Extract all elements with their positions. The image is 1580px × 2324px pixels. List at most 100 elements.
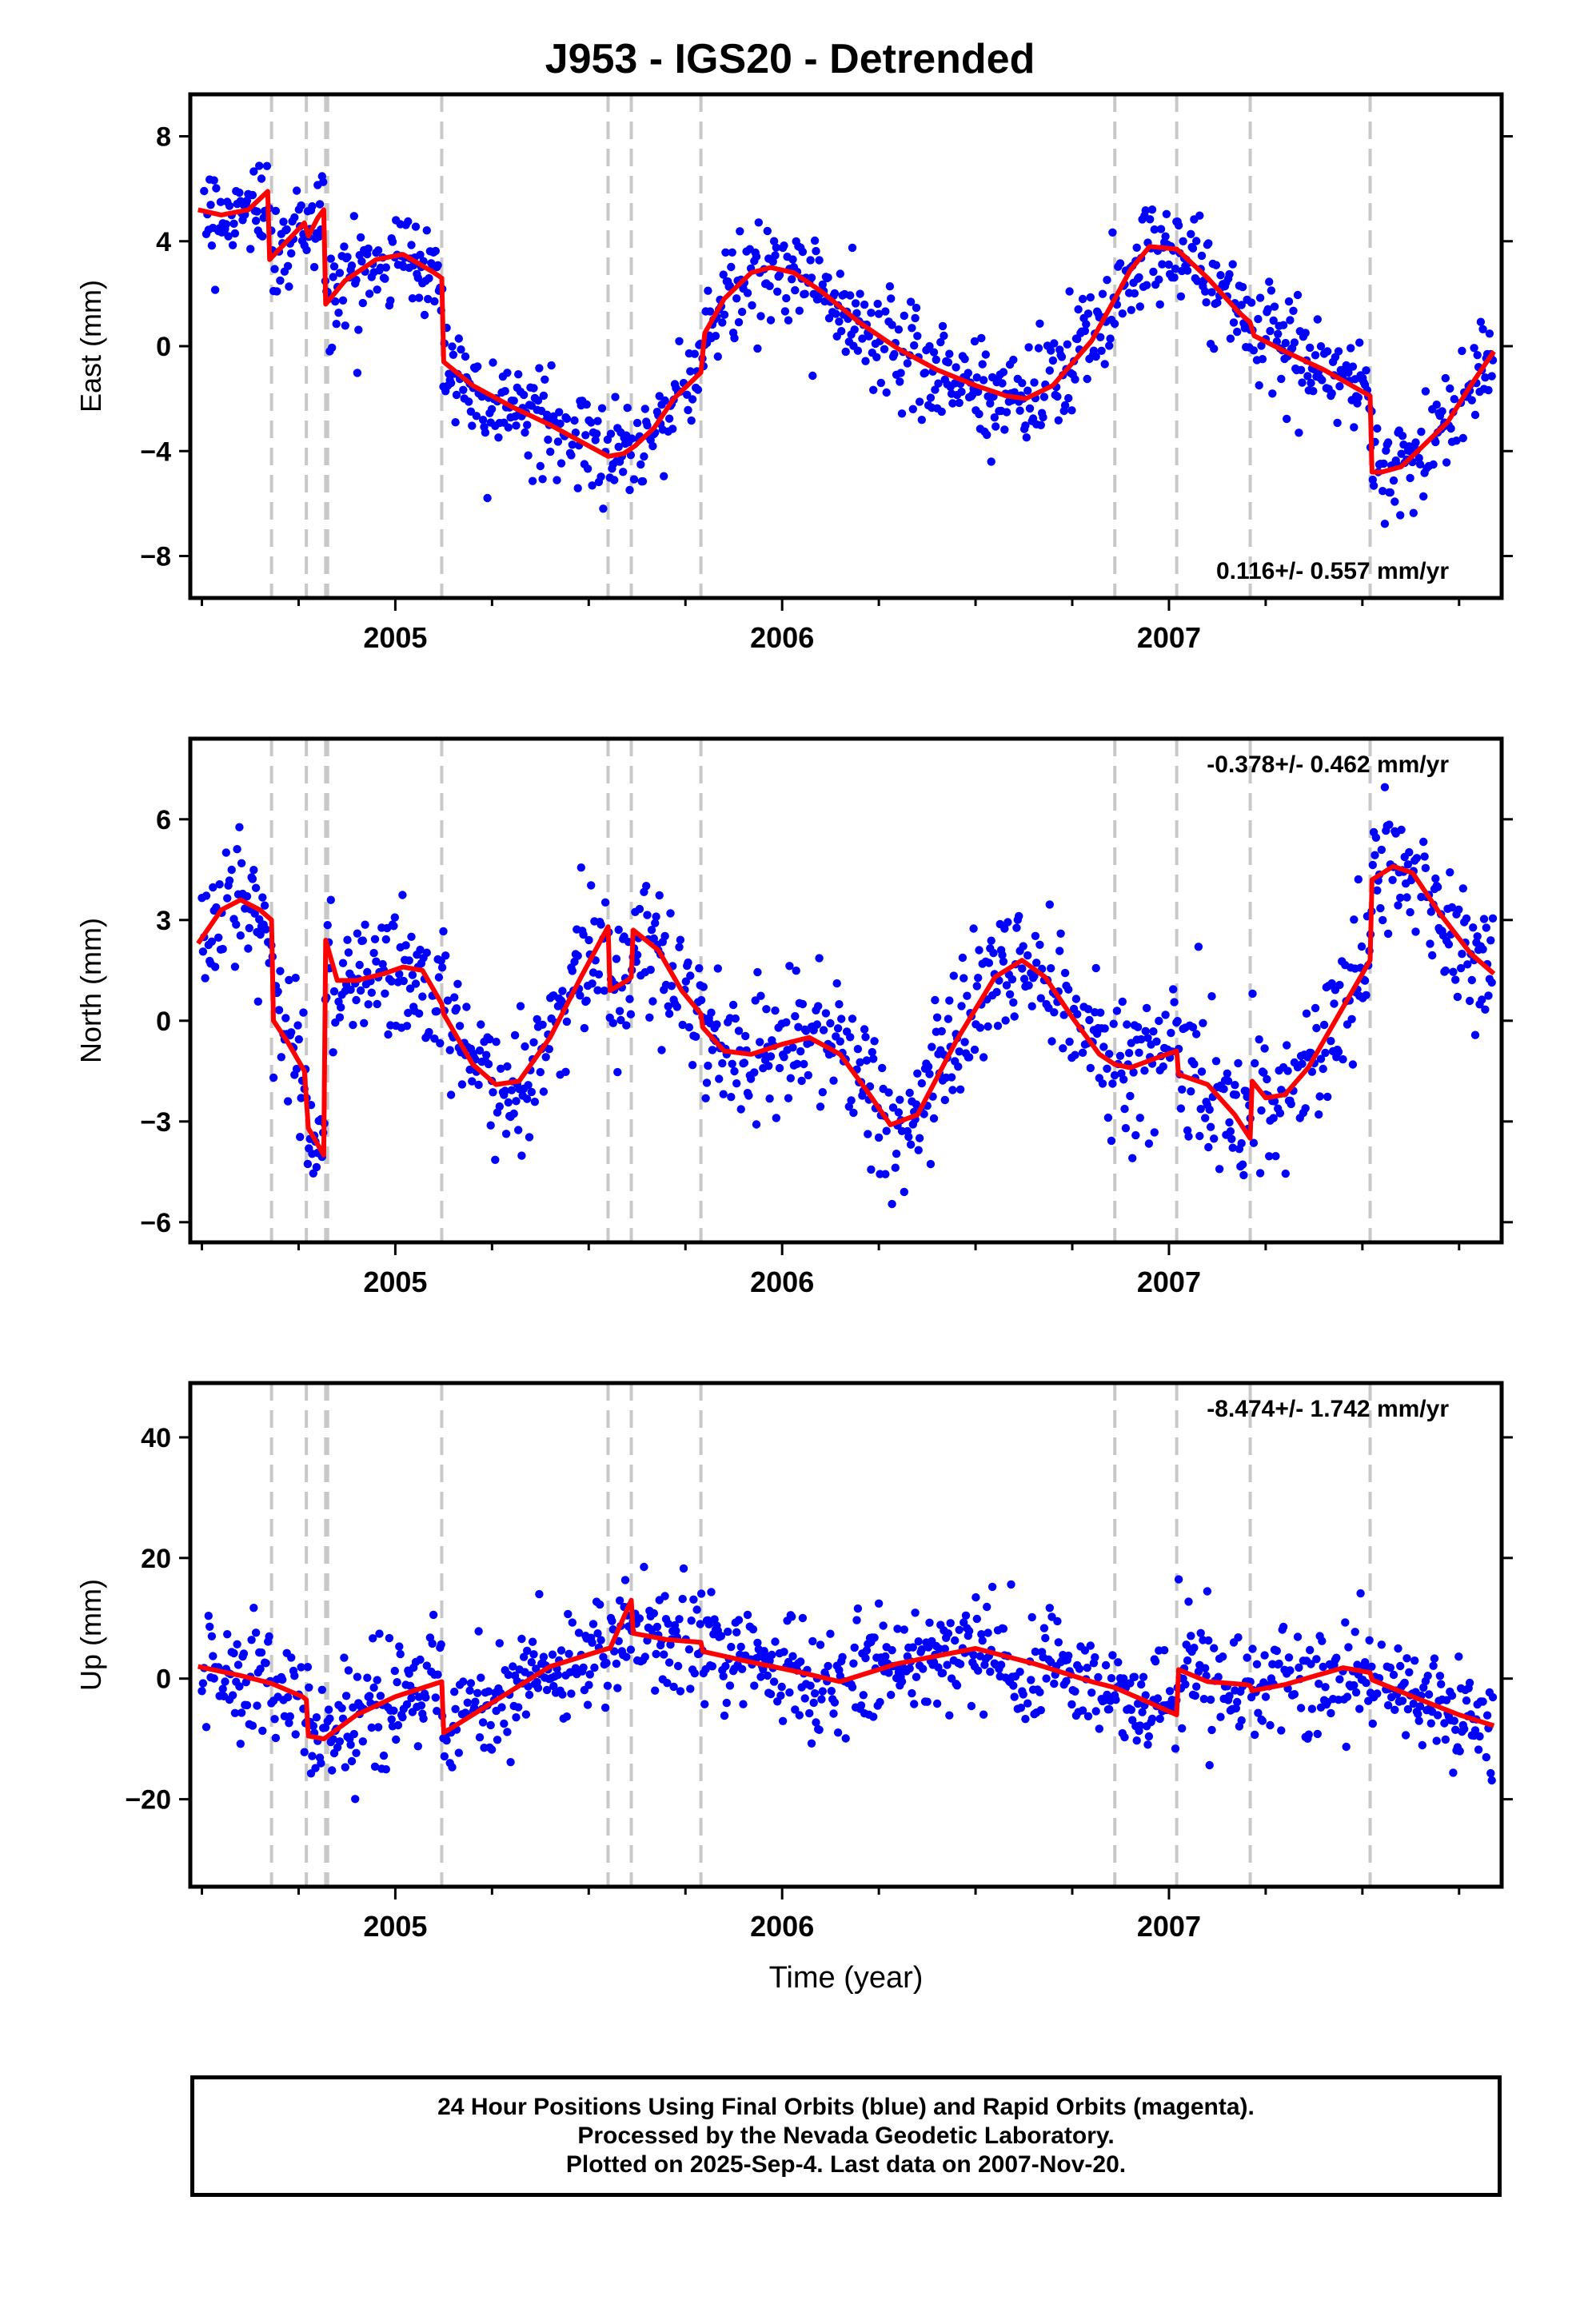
data-point	[311, 1764, 320, 1772]
data-point	[676, 1687, 685, 1696]
data-point	[1475, 1732, 1484, 1741]
data-point	[612, 955, 621, 963]
data-point	[812, 246, 820, 256]
data-point	[225, 201, 234, 210]
data-point	[1249, 1138, 1259, 1147]
data-point	[771, 1637, 780, 1646]
data-point	[1458, 433, 1468, 443]
data-point	[587, 881, 596, 890]
data-point	[225, 876, 234, 885]
data-point	[293, 1021, 302, 1030]
y-tick-label: 6	[156, 805, 171, 835]
data-point	[719, 1090, 728, 1098]
data-point	[429, 1610, 438, 1620]
data-point	[1265, 1152, 1274, 1161]
data-point	[814, 1002, 823, 1011]
data-point	[489, 1088, 497, 1097]
y-tick-label: −3	[140, 1107, 171, 1138]
data-point	[1403, 860, 1413, 869]
data-point	[1327, 979, 1336, 988]
data-point	[1053, 1616, 1062, 1626]
data-point	[620, 1576, 630, 1585]
data-point	[1059, 1044, 1067, 1053]
data-point	[818, 280, 827, 289]
data-point	[679, 1564, 688, 1573]
data-point	[1110, 1070, 1119, 1080]
data-point	[475, 1733, 485, 1742]
data-point	[1078, 1048, 1087, 1058]
data-point	[386, 296, 395, 305]
data-point	[746, 1074, 756, 1083]
data-point	[1060, 401, 1070, 410]
data-point	[908, 405, 918, 413]
data-point	[369, 1634, 377, 1643]
data-point	[1223, 1069, 1232, 1078]
data-point	[938, 321, 948, 331]
data-point	[216, 197, 225, 206]
data-point	[1086, 1063, 1095, 1073]
data-point	[529, 1038, 538, 1047]
data-point	[570, 416, 579, 425]
data-point	[919, 1664, 928, 1673]
data-point	[471, 1697, 480, 1706]
data-point	[360, 1018, 369, 1028]
data-point	[1024, 981, 1033, 990]
data-point	[465, 1065, 474, 1074]
data-point	[1449, 1768, 1458, 1777]
data-point	[614, 925, 623, 935]
data-point	[816, 1102, 825, 1111]
data-point	[887, 1690, 896, 1700]
data-point	[1002, 981, 1011, 990]
data-point	[1101, 1660, 1111, 1670]
data-point	[1170, 998, 1179, 1007]
data-point	[507, 1086, 517, 1094]
data-point	[596, 1636, 605, 1644]
data-point	[1133, 1699, 1143, 1708]
data-point	[1156, 225, 1166, 233]
data-point	[660, 1592, 669, 1600]
data-point	[1225, 1692, 1234, 1700]
data-point	[477, 1673, 485, 1682]
data-point	[948, 1086, 957, 1094]
data-point	[646, 965, 655, 975]
data-point	[905, 1664, 914, 1673]
data-point	[1143, 1740, 1152, 1749]
data-point	[315, 200, 325, 209]
data-point	[836, 1037, 845, 1046]
data-point	[1429, 1661, 1438, 1670]
data-point	[484, 1687, 493, 1696]
data-point	[376, 1692, 385, 1700]
data-point	[309, 1169, 317, 1178]
data-point	[1083, 309, 1093, 318]
data-point	[1205, 1105, 1214, 1114]
data-point	[221, 1677, 229, 1686]
data-point	[1027, 1002, 1036, 1011]
data-point	[457, 345, 465, 354]
data-point	[732, 1079, 741, 1088]
data-point	[343, 253, 352, 261]
rate-text: -8.474+/- 1.742 mm/yr	[1207, 1396, 1449, 1422]
data-point	[837, 327, 846, 336]
data-point	[524, 451, 533, 460]
data-point	[411, 979, 421, 988]
data-point	[981, 350, 991, 359]
data-point	[1255, 293, 1265, 302]
data-point	[1192, 237, 1201, 245]
data-point	[486, 1720, 495, 1730]
data-point	[465, 397, 473, 406]
data-point	[407, 932, 416, 942]
data-point	[253, 997, 262, 1007]
x-tick-label: 2006	[750, 1266, 814, 1298]
data-point	[663, 1679, 672, 1688]
data-point	[230, 1708, 240, 1717]
data-point	[841, 1734, 850, 1743]
data-point	[1456, 963, 1466, 973]
data-point	[599, 504, 608, 513]
data-point	[495, 1102, 504, 1111]
data-point	[1107, 1674, 1116, 1683]
data-point	[1152, 1037, 1161, 1046]
data-point	[510, 1030, 520, 1040]
data-point	[1319, 1662, 1327, 1672]
data-point	[260, 901, 269, 910]
data-point	[1155, 300, 1164, 309]
